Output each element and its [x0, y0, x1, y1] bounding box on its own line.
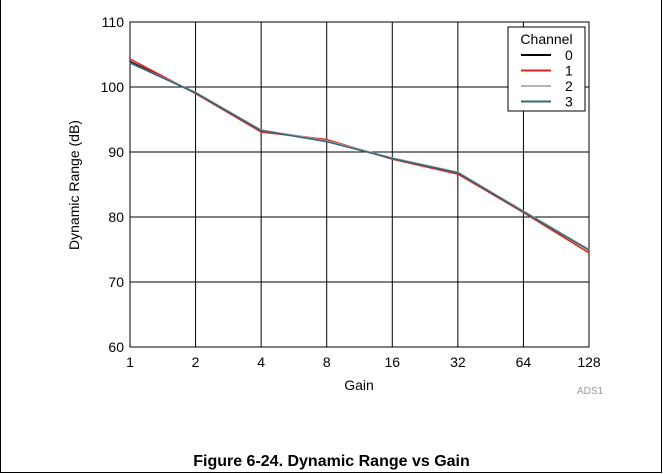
y-tick-label: 110	[102, 14, 125, 30]
x-tick-label: 32	[450, 354, 466, 370]
plot-border	[129, 21, 590, 348]
watermark-label: ADS1	[577, 386, 604, 397]
y-tick-label: 90	[108, 144, 124, 160]
x-tick-label: 8	[323, 354, 331, 370]
legend-title: Channel	[520, 31, 572, 47]
x-tick-label: 16	[384, 354, 400, 370]
y-axis-label: Dynamic Range (dB)	[66, 120, 82, 250]
legend-box	[507, 26, 586, 112]
legend-label-channel-3: 3	[565, 94, 573, 110]
y-tick-label: 100	[101, 79, 125, 95]
y-tick-label: 80	[108, 209, 124, 225]
series-lines	[129, 58, 590, 254]
x-tick-label: 1	[126, 354, 134, 370]
legend-label-channel-2: 2	[565, 78, 573, 94]
series-line-channel-3	[129, 62, 590, 251]
x-tick-label: 2	[192, 354, 200, 370]
legend-label-channel-0: 0	[565, 47, 573, 63]
figure-caption: Figure 6-24. Dynamic Range vs Gain	[193, 453, 470, 470]
y-tick-labels: 60 70 80 90 100 110	[101, 14, 125, 355]
y-tick-label: 60	[108, 339, 124, 355]
x-axis-label: Gain	[344, 377, 374, 393]
x-tick-label: 4	[257, 354, 265, 370]
legend-label-channel-1: 1	[565, 63, 573, 79]
x-tick-label: 64	[516, 354, 532, 370]
x-tick-label: 128	[577, 354, 601, 370]
x-tick-labels: 1 2 4 8 16 32 64 128	[126, 354, 601, 370]
y-tick-label: 70	[108, 274, 124, 290]
